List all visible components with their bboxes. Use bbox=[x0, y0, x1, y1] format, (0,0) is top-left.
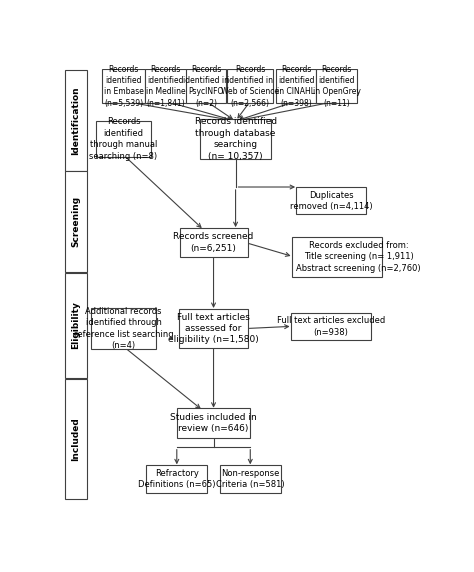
Text: Records
identified
in Embase
(n=5,539): Records identified in Embase (n=5,539) bbox=[104, 65, 144, 108]
FancyBboxPatch shape bbox=[145, 69, 187, 104]
Text: Eligibility: Eligibility bbox=[71, 301, 80, 349]
Text: Studies included in
review (n=646): Studies included in review (n=646) bbox=[170, 413, 257, 434]
Text: Identification: Identification bbox=[71, 86, 80, 154]
Text: Refractory
Definitions (n=65): Refractory Definitions (n=65) bbox=[138, 469, 216, 490]
FancyBboxPatch shape bbox=[220, 465, 281, 493]
FancyBboxPatch shape bbox=[186, 69, 227, 104]
FancyBboxPatch shape bbox=[65, 379, 87, 499]
FancyBboxPatch shape bbox=[65, 171, 87, 272]
FancyBboxPatch shape bbox=[179, 309, 248, 348]
FancyBboxPatch shape bbox=[291, 313, 372, 340]
FancyBboxPatch shape bbox=[200, 119, 272, 160]
Text: Additional records
identified through
reference list searching
(n=4): Additional records identified through re… bbox=[74, 307, 173, 350]
FancyBboxPatch shape bbox=[296, 187, 366, 214]
Text: Records
identified in
PsycINFO
(n=2): Records identified in PsycINFO (n=2) bbox=[183, 65, 229, 108]
Text: Full text articles excluded
(n=938): Full text articles excluded (n=938) bbox=[277, 316, 385, 336]
FancyBboxPatch shape bbox=[228, 69, 273, 104]
FancyBboxPatch shape bbox=[146, 465, 207, 493]
FancyBboxPatch shape bbox=[96, 121, 151, 157]
FancyBboxPatch shape bbox=[180, 228, 247, 257]
Text: Records excluded from:
Title screening (n= 1,911)
Abstract screening (n=2,760): Records excluded from: Title screening (… bbox=[296, 241, 421, 273]
FancyBboxPatch shape bbox=[102, 69, 145, 104]
Text: Records screened
(n=6,251): Records screened (n=6,251) bbox=[173, 232, 254, 253]
FancyBboxPatch shape bbox=[276, 69, 316, 104]
FancyBboxPatch shape bbox=[65, 70, 87, 171]
Text: Duplicates
removed (n=4,114): Duplicates removed (n=4,114) bbox=[290, 190, 373, 211]
FancyBboxPatch shape bbox=[65, 273, 87, 378]
Text: Records
identified
in OpenGrey
(n=11): Records identified in OpenGrey (n=11) bbox=[313, 65, 361, 108]
FancyBboxPatch shape bbox=[316, 69, 357, 104]
Text: Records
identified
in Medline
(n=1,841): Records identified in Medline (n=1,841) bbox=[146, 65, 186, 108]
FancyBboxPatch shape bbox=[292, 237, 382, 276]
Text: Full text articles
assessed for
eligibility (n=1,580): Full text articles assessed for eligibil… bbox=[168, 312, 259, 344]
FancyBboxPatch shape bbox=[91, 308, 155, 349]
Text: Screening: Screening bbox=[71, 196, 80, 247]
Text: Records
identified
in CINAHL
(n=398): Records identified in CINAHL (n=398) bbox=[277, 65, 315, 108]
Text: Records
identified
through manual
searching (n=8): Records identified through manual search… bbox=[90, 117, 157, 161]
Text: Non-response
Criteria (n=581): Non-response Criteria (n=581) bbox=[216, 469, 284, 490]
FancyBboxPatch shape bbox=[177, 408, 250, 438]
Text: Included: Included bbox=[71, 417, 80, 461]
Text: Records identified
through database
searching
(n= 10,357): Records identified through database sear… bbox=[194, 117, 277, 161]
Text: Records
identified in
Web of Science
(n=2,566): Records identified in Web of Science (n=… bbox=[221, 65, 279, 108]
